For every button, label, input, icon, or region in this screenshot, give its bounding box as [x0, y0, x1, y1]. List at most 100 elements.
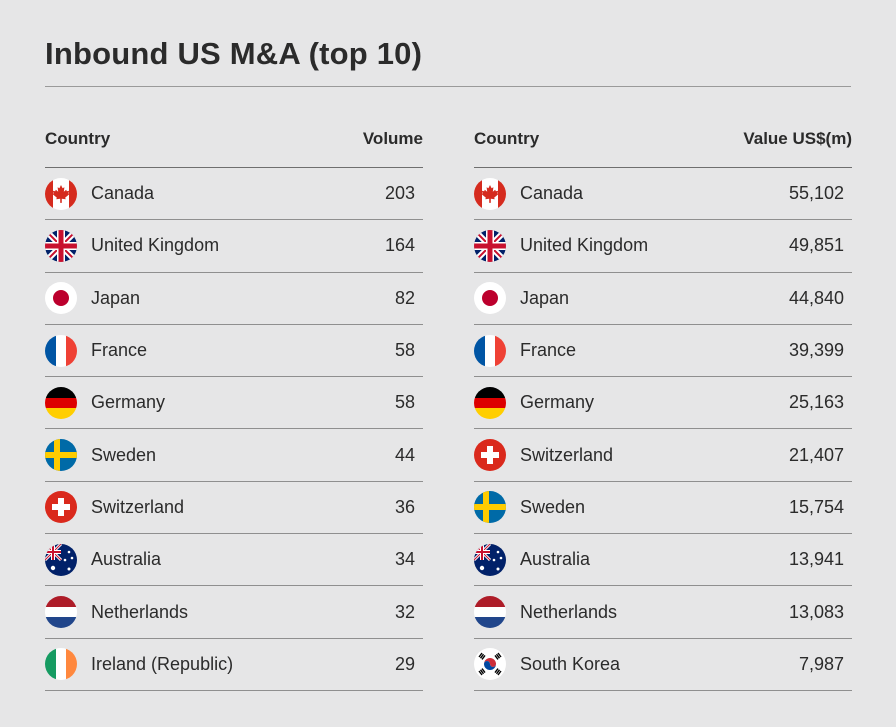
country-cell: Netherlands [474, 596, 618, 629]
country-cell: South Korea [474, 648, 621, 681]
germany-flag-icon [474, 386, 520, 419]
australia-flag-icon [45, 543, 91, 576]
title-divider [45, 86, 851, 87]
switzerland-flag-icon [45, 491, 91, 524]
country-cell: Switzerland [474, 439, 614, 472]
column-header-country: Country [474, 128, 540, 148]
australia-flag-icon [474, 543, 520, 576]
column-header-value: Value US$(m) [743, 128, 852, 148]
country-name: Germany [520, 392, 595, 413]
ireland-flag-icon [45, 648, 91, 681]
table-row: Switzerland 36 [45, 482, 423, 535]
country-name: Netherlands [520, 601, 618, 622]
value-cell: 29 [394, 653, 415, 674]
country-cell: Japan [45, 282, 141, 315]
value-cell: 15,754 [788, 496, 844, 517]
table-row: France 58 [45, 325, 423, 378]
country-cell: France [474, 334, 577, 367]
table-row: Ireland (Republic) 29 [45, 639, 423, 691]
value-cell: 44,840 [788, 287, 844, 308]
country-cell: Canada [45, 177, 155, 210]
value-cell: 36 [394, 496, 415, 517]
country-cell: Canada [474, 177, 584, 210]
value-cell: 164 [384, 235, 415, 256]
value-cell: 58 [394, 392, 415, 413]
value-table: Country Value US$(m) Canada 55,102 United … [474, 118, 852, 691]
column-header-country: Country [45, 128, 111, 148]
country-cell: Japan [474, 282, 570, 315]
country-name: Ireland (Republic) [91, 653, 234, 674]
country-cell: Switzerland [45, 491, 185, 524]
country-name: United Kingdom [520, 235, 649, 256]
value-cell: 34 [394, 549, 415, 570]
country-cell: Netherlands [45, 596, 189, 629]
country-cell: United Kingdom [474, 229, 649, 262]
country-name: France [520, 340, 577, 361]
table-body: Canada 55,102 United Kingdom 49,851 Japan 44,… [474, 168, 852, 691]
table-row: Japan 82 [45, 273, 423, 325]
table-header: Country Value US$(m) [474, 118, 852, 168]
canada-flag-icon [45, 177, 91, 210]
table-row: Sweden 44 [45, 429, 423, 482]
value-cell: 21,407 [788, 444, 844, 465]
value-cell: 13,083 [788, 601, 844, 622]
germany-flag-icon [45, 386, 91, 419]
table-row: South Korea 7,987 [474, 639, 852, 691]
value-cell: 203 [384, 183, 415, 204]
france-flag-icon [474, 334, 520, 367]
country-name: Sweden [91, 444, 157, 465]
country-name: Netherlands [91, 601, 189, 622]
table-row: Sweden 15,754 [474, 482, 852, 535]
country-name: France [91, 340, 148, 361]
country-cell: Germany [474, 386, 595, 419]
table-row: Japan 44,840 [474, 273, 852, 325]
japan-flag-icon [474, 282, 520, 315]
country-name: Germany [91, 392, 166, 413]
japan-flag-icon [45, 282, 91, 315]
country-cell: Germany [45, 386, 166, 419]
country-cell: Ireland (Republic) [45, 648, 234, 681]
country-name: United Kingdom [91, 235, 220, 256]
value-cell: 58 [394, 340, 415, 361]
table-row: Canada 55,102 [474, 168, 852, 221]
table-row: United Kingdom 164 [45, 220, 423, 273]
country-cell: Australia [474, 543, 591, 576]
value-cell: 55,102 [788, 183, 844, 204]
table-row: France 39,399 [474, 325, 852, 378]
value-cell: 49,851 [788, 235, 844, 256]
country-name: Australia [520, 549, 591, 570]
country-name: Canada [91, 183, 155, 204]
table-row: Canada 203 [45, 168, 423, 221]
country-name: Australia [91, 549, 162, 570]
country-cell: Australia [45, 543, 162, 576]
country-cell: Sweden [474, 491, 586, 524]
country-name: Japan [520, 287, 570, 308]
column-header-volume: Volume [362, 128, 423, 148]
country-name: Sweden [520, 496, 586, 517]
value-cell: 25,163 [788, 392, 844, 413]
country-name: Japan [91, 287, 141, 308]
page-title: Inbound US M&A (top 10) [45, 36, 423, 71]
country-name: Switzerland [520, 444, 614, 465]
uk-flag-icon [474, 229, 520, 262]
country-cell: United Kingdom [45, 229, 220, 262]
country-name: Switzerland [91, 496, 185, 517]
country-cell: Sweden [45, 439, 157, 472]
sweden-flag-icon [45, 439, 91, 472]
table-body: Canada 203 United Kingdom 164 Japan 82 France 5… [45, 168, 423, 691]
table-row: Netherlands 32 [45, 586, 423, 639]
table-row: United Kingdom 49,851 [474, 220, 852, 273]
netherlands-flag-icon [474, 596, 520, 629]
volume-table: Country Volume Canada 203 United Kingdom 16… [45, 118, 423, 691]
country-name: Canada [520, 183, 584, 204]
table-row: Germany 58 [45, 377, 423, 430]
value-cell: 39,399 [788, 340, 844, 361]
uk-flag-icon [45, 229, 91, 262]
south-korea-flag-icon [474, 648, 520, 681]
country-name: South Korea [520, 653, 621, 674]
table-row: Germany 25,163 [474, 377, 852, 430]
table-row: Switzerland 21,407 [474, 429, 852, 482]
value-cell: 7,987 [798, 653, 844, 674]
value-cell: 13,941 [788, 549, 844, 570]
netherlands-flag-icon [45, 596, 91, 629]
